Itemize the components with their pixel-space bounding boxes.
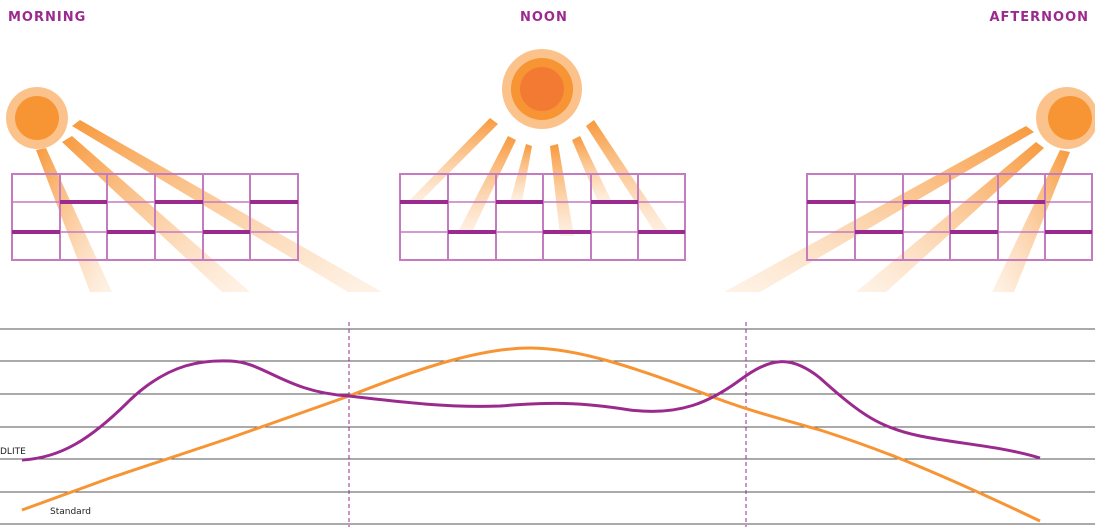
sun-noon-icon [502,49,582,129]
window-grid-icon [399,173,686,261]
afternoon-rays [724,126,1070,292]
standard-series-label: Standard [50,507,91,517]
sun-afternoon-icon [1036,87,1095,149]
curve-gridlines [0,328,1095,525]
label-afternoon: AFTERNOON [989,10,1089,25]
period-dividers [348,322,747,527]
standard-curve [21,346,1041,523]
dlite-curve [21,359,1041,462]
morning-panel [6,87,382,292]
noon-panel [399,49,686,261]
window-grid-icon [806,173,1093,261]
label-noon: NOON [520,10,568,25]
sun-morning-icon [6,87,68,149]
label-morning: MORNING [8,10,87,25]
noon-rays [406,118,670,236]
dlite-series-label: DLITE [0,447,26,457]
window-grid-icon [11,173,299,261]
afternoon-panel [724,87,1095,292]
morning-rays [36,120,382,292]
